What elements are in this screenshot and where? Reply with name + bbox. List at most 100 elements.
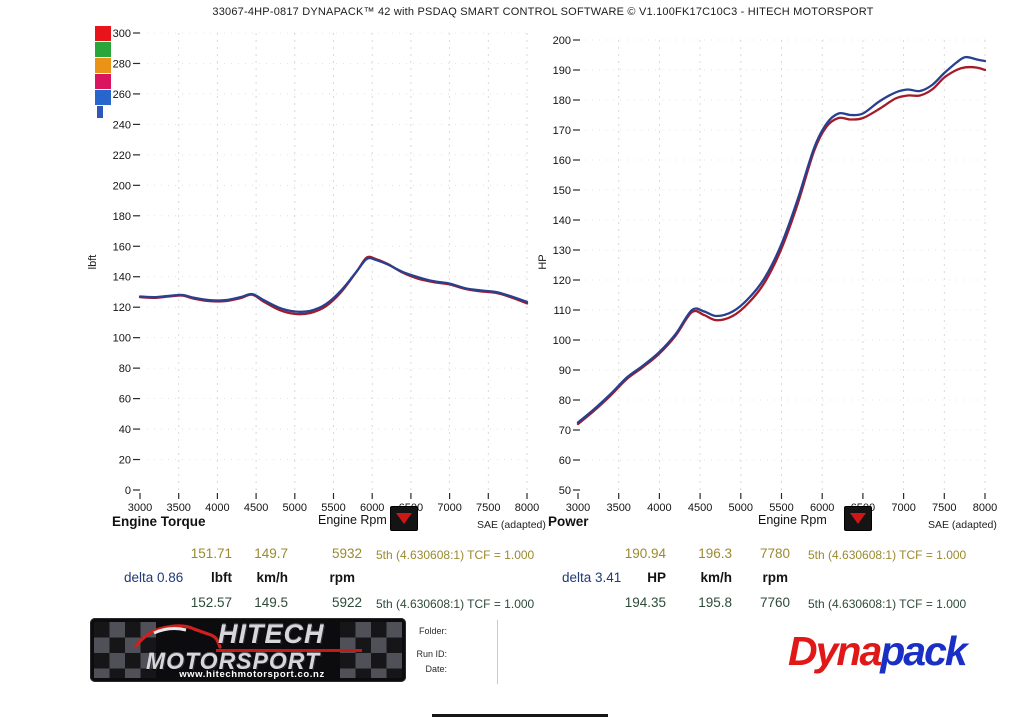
power-delta: delta 3.41 [562,570,622,585]
power-xaxis-title: Engine Rpm [758,513,827,527]
power-bottom-gear: 5th (4.630608:1) TCF = 1.000 [808,597,967,611]
y-tick-label: 60 [559,455,571,467]
x-tick-label: 8000 [515,502,539,514]
curve-torque-run-blue [138,256,529,313]
torque-unit-1: lbft [211,570,232,585]
y-tick-label: 120 [113,302,131,314]
y-tick-label: 140 [553,215,571,227]
y-tick-label: 70 [559,425,571,437]
x-tick-label: 4500 [244,502,268,514]
down-arrow-icon [396,513,412,524]
y-tick-label: 160 [553,155,571,167]
y-tick-label: 120 [553,275,571,287]
y-tick-label: 110 [553,305,571,317]
dynapack-logo-text-red: Dyna [788,628,882,674]
torque-chart-heading: Engine Torque [112,514,206,529]
power-rpm-cursor-marker[interactable] [844,506,872,531]
race-car-icon [134,624,222,649]
y-tick-label: 80 [119,363,131,375]
torque-top-value: 151.71 [190,546,232,561]
y-tick-label: 180 [553,95,571,107]
x-tick-label: 3000 [128,502,152,514]
torque-unit-3: rpm [329,570,355,585]
y-tick-label: 200 [553,35,571,47]
power-bottom-value: 194.35 [624,595,666,610]
torque-bottom-speed: 149.5 [254,595,288,610]
power-unit-1: HP [647,570,666,585]
power-bottom-speed: 195.8 [698,595,732,610]
y-tick-label: 140 [113,272,131,284]
legend-swatch [95,74,111,89]
x-tick-label: 3000 [566,502,590,514]
divider [497,620,498,684]
y-tick-label: 130 [553,245,571,257]
x-tick-label: 7000 [437,502,461,514]
x-tick-label: 7500 [476,502,500,514]
y-tick-label: 220 [113,150,131,162]
hitech-website-url: www.hitechmotorsport.co.nz [179,669,325,680]
report-title: 33067-4HP-0817 DYNAPACK™ 42 with PSDAQ S… [212,6,874,18]
y-tick-label: 240 [113,119,131,131]
x-tick-label: 4000 [647,502,671,514]
y-tick-label: 100 [113,333,131,345]
x-tick-label: 4000 [205,502,229,514]
torque-top-speed: 149.7 [254,546,288,561]
y-tick-label: 260 [113,89,131,101]
y-tick-label: 60 [119,394,131,406]
run-id-label: Run ID: [416,649,447,659]
y-tick-label: 80 [559,395,571,407]
power-top-gear: 5th (4.630608:1) TCF = 1.000 [808,548,967,562]
x-tick-label: 5500 [321,502,345,514]
curve-power-run-blue [576,55,987,424]
y-tick-label: 180 [113,211,131,223]
y-tick-label: 170 [553,125,571,137]
date-label: Date: [425,664,447,674]
folder-label: Folder: [418,626,447,636]
x-tick-label: 5500 [769,502,793,514]
torque-top-rpm: 5932 [331,546,362,561]
legend-tail-swatch [97,106,103,118]
power-unit-2: km/h [700,570,732,585]
x-tick-label: 3500 [606,502,630,514]
x-tick-label: 5000 [283,502,307,514]
dynapack-logo: Dynapack [788,628,968,675]
x-tick-label: 8000 [973,502,997,514]
y-tick-label: 50 [559,485,571,497]
torque-delta: delta 0.86 [124,570,184,585]
power-top-speed: 196.3 [698,546,732,561]
down-arrow-icon [850,513,866,524]
hitech-motorsport-logo: HITECH MOTORSPORT www.hitechmotorsport.c… [90,618,406,682]
y-axis-unit-label: lbft [87,255,99,270]
y-tick-label: 90 [559,365,571,377]
y-tick-label: 100 [553,335,571,347]
y-tick-label: 280 [113,58,131,70]
logo-underline [216,649,362,652]
power-top-rpm: 7780 [759,546,790,561]
x-tick-label: 7000 [891,502,915,514]
torque-rpm-cursor-marker[interactable] [390,506,418,531]
x-tick-label: 6000 [810,502,834,514]
power-sae-note: SAE (adapted) [928,519,997,531]
power-top-value: 190.94 [624,546,666,561]
torque-bottom-rpm: 5922 [331,595,362,610]
torque-top-gear: 5th (4.630608:1) TCF = 1.000 [376,548,535,562]
checkered-flag-icon [94,622,156,678]
x-tick-label: 4500 [688,502,712,514]
dynapack-logo-text-blue: pack [880,628,967,674]
y-tick-label: 150 [553,185,571,197]
motorsport-logo-text: MOTORSPORT [146,648,320,674]
hitech-logo-text: HITECH [218,619,325,649]
torque-sae-note: SAE (adapted) [477,519,546,531]
y-tick-label: 190 [553,65,571,77]
x-tick-label: 5000 [729,502,753,514]
legend-swatch [95,90,111,105]
power-chart-heading: Power [548,514,589,529]
torque-unit-2: km/h [256,570,288,585]
torque-bottom-value: 152.57 [190,595,232,610]
y-tick-label: 160 [113,241,131,253]
torque-xaxis-title: Engine Rpm [318,513,387,527]
y-tick-label: 0 [125,485,131,497]
power-bottom-rpm: 7760 [759,595,790,610]
legend-swatch [95,58,111,73]
